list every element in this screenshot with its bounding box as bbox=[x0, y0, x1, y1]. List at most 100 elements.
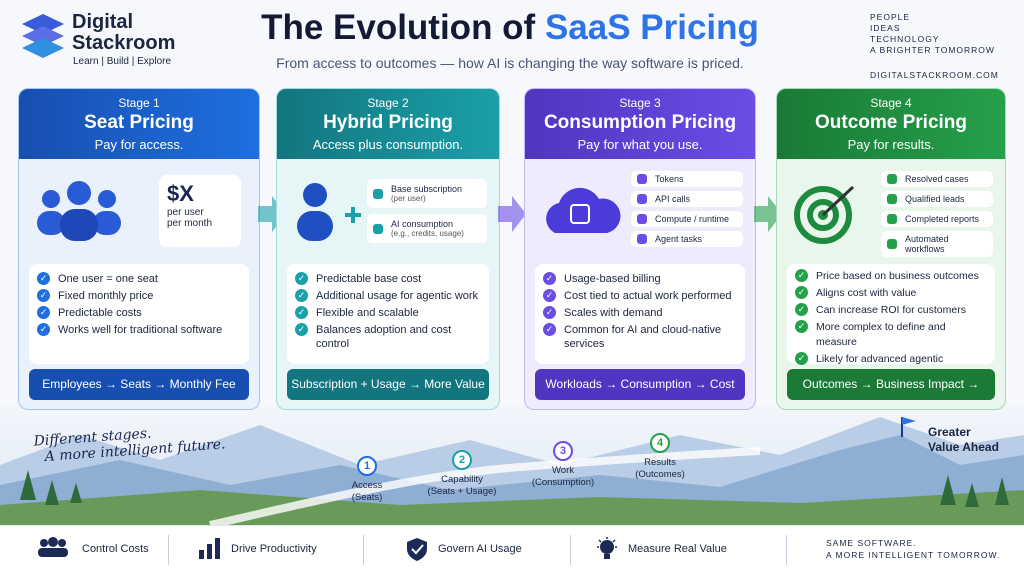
item-icon bbox=[637, 174, 647, 184]
footer-item: Drive Productivity bbox=[231, 543, 317, 555]
item-text: Qualified leads bbox=[905, 194, 965, 204]
check-icon: ✓ bbox=[37, 323, 50, 336]
item-text: Compute / runtime bbox=[655, 214, 729, 224]
step-number: 1 bbox=[357, 456, 377, 476]
brand-name: Stackroom bbox=[72, 32, 176, 54]
visual-item: Base subscription (per user) bbox=[367, 179, 487, 208]
motto-line: A BRIGHTER TOMORROW bbox=[870, 45, 995, 55]
step-label: Work (Consumption) bbox=[513, 465, 613, 489]
check-icon: ✓ bbox=[37, 272, 50, 285]
stage-title: Consumption Pricing bbox=[543, 112, 737, 133]
item-label: Tokens bbox=[655, 174, 684, 184]
stage-footer: Workloads → Consumption → Cost bbox=[535, 369, 745, 400]
item-icon bbox=[887, 194, 897, 204]
check-icon: ✓ bbox=[795, 286, 808, 299]
divider bbox=[786, 535, 787, 565]
bullets: ✓ Price based on business outcomes ✓ Aligns… bbox=[787, 264, 995, 380]
footer-icon bbox=[404, 536, 430, 567]
check-icon: ✓ bbox=[543, 306, 556, 319]
bullet-text: More complex to define and measure bbox=[816, 321, 946, 348]
stage-title: Hybrid Pricing bbox=[323, 112, 453, 133]
stage-footer: Outcomes → Business Impact → Growth bbox=[787, 369, 995, 409]
bullet: ✓ Common for AI and cloud-native services bbox=[543, 323, 737, 351]
item-label: Compute / runtime bbox=[655, 214, 730, 224]
step-number: 3 bbox=[553, 441, 573, 461]
item-icon bbox=[637, 234, 647, 244]
step-label-line: Access bbox=[351, 480, 383, 491]
stage-label: Stage 3 bbox=[619, 96, 661, 110]
check-icon: ✓ bbox=[795, 320, 808, 333]
stage-subtitle: Pay for access. bbox=[94, 137, 184, 152]
item-icon bbox=[637, 194, 647, 204]
bullet: ✓ Usage-based billing bbox=[543, 272, 737, 286]
closing-line: SAME SOFTWARE. bbox=[826, 538, 917, 548]
bullet-text: Scales with demand bbox=[564, 307, 663, 319]
bullet: ✓ Predictable costs bbox=[37, 306, 241, 320]
check-icon: ✓ bbox=[295, 323, 308, 336]
bullet-text: Predictable base cost bbox=[316, 273, 422, 285]
stage-title: Seat Pricing bbox=[84, 112, 194, 133]
visual-item: Agent tasks bbox=[631, 231, 743, 247]
bullet: ✓ Can increase ROI for customers bbox=[795, 303, 987, 318]
footer-item: Govern AI Usage bbox=[438, 543, 522, 555]
visual-item: Resolved cases bbox=[881, 171, 993, 187]
step-label-line: Work bbox=[552, 465, 574, 476]
visual-item: Automated workflows bbox=[881, 231, 993, 257]
check-icon: ✓ bbox=[795, 352, 808, 365]
check-icon: ✓ bbox=[295, 272, 308, 285]
item-label: Completed reports bbox=[905, 214, 980, 224]
bullet: ✓ Works well for traditional software bbox=[37, 323, 241, 337]
visual-item: Qualified leads bbox=[881, 191, 993, 207]
title-text: The Evolution of bbox=[261, 8, 536, 47]
bullet: ✓ Price based on business outcomes bbox=[795, 269, 987, 284]
stage-card: Stage 1 Seat Pricing Pay for access. $X per … bbox=[18, 88, 260, 410]
item-icon bbox=[887, 239, 897, 249]
item-label: Agent tasks bbox=[655, 234, 703, 244]
step-label: Capability (Seats + Usage) bbox=[412, 474, 512, 498]
bullet-text: Flexible and scalable bbox=[316, 307, 419, 319]
bullet-text: Can increase ROI for customers bbox=[816, 304, 966, 316]
motto-line: IDEAS bbox=[870, 23, 901, 33]
divider bbox=[570, 535, 571, 565]
bullets: ✓ Predictable base cost ✓ Additional usage … bbox=[287, 264, 489, 364]
motto-line: TECHNOLOGY bbox=[870, 34, 940, 44]
item-text: Base subscription (per user) bbox=[391, 184, 462, 203]
logo bbox=[22, 14, 64, 58]
step-label-line: (Consumption) bbox=[531, 477, 595, 488]
item-icon bbox=[373, 188, 383, 199]
check-icon: ✓ bbox=[795, 303, 808, 316]
stage-subtitle: Pay for what you use. bbox=[577, 137, 703, 152]
item-note: (e.g., credits, usage) bbox=[391, 229, 464, 238]
bullet: ✓ Balances adoption and cost control bbox=[295, 323, 481, 351]
bullet-text: Usage-based billing bbox=[564, 273, 661, 285]
check-icon: ✓ bbox=[543, 272, 556, 285]
item-note: (per user) bbox=[391, 194, 426, 203]
check-icon: ✓ bbox=[295, 306, 308, 319]
footer-item: Control Costs bbox=[82, 543, 149, 555]
item-label: Qualified leads bbox=[905, 194, 965, 204]
stage-header: Stage 1 Seat Pricing Pay for access. bbox=[19, 89, 259, 159]
goal-line: Greater bbox=[928, 425, 971, 439]
stage-card: Stage 3 Consumption Pricing Pay for what y… bbox=[524, 88, 756, 410]
item-text: Agent tasks bbox=[655, 234, 702, 244]
item-text: API calls bbox=[655, 194, 690, 204]
stage-label: Stage 2 bbox=[367, 96, 409, 110]
stage-footer: Employees → Seats → Monthly Fee bbox=[29, 369, 249, 400]
subtitle: From access to outcomes — how AI is chan… bbox=[276, 55, 744, 71]
item-icon bbox=[373, 223, 383, 234]
visual-item: Tokens bbox=[631, 171, 743, 187]
step-label-line: Capability bbox=[441, 474, 483, 485]
check-icon: ✓ bbox=[37, 306, 50, 319]
step-label: Access (Seats) bbox=[317, 480, 417, 504]
arrow bbox=[498, 196, 526, 237]
title: The Evolution of SaaS Pricing bbox=[200, 8, 820, 48]
item-icon bbox=[637, 214, 647, 224]
item-icon bbox=[887, 174, 897, 184]
item-text: AI consumption (e.g., credits, usage) bbox=[391, 219, 464, 238]
stage-footer: Subscription + Usage → More Value bbox=[287, 369, 489, 400]
check-icon: ✓ bbox=[795, 269, 808, 282]
bullet-text: Works well for traditional software bbox=[58, 324, 223, 336]
goal: Greater Value Ahead bbox=[928, 425, 999, 455]
visual-items: Base subscription (per user) AI consumptio… bbox=[367, 173, 487, 249]
bullet: ✓ Flexible and scalable bbox=[295, 306, 481, 320]
